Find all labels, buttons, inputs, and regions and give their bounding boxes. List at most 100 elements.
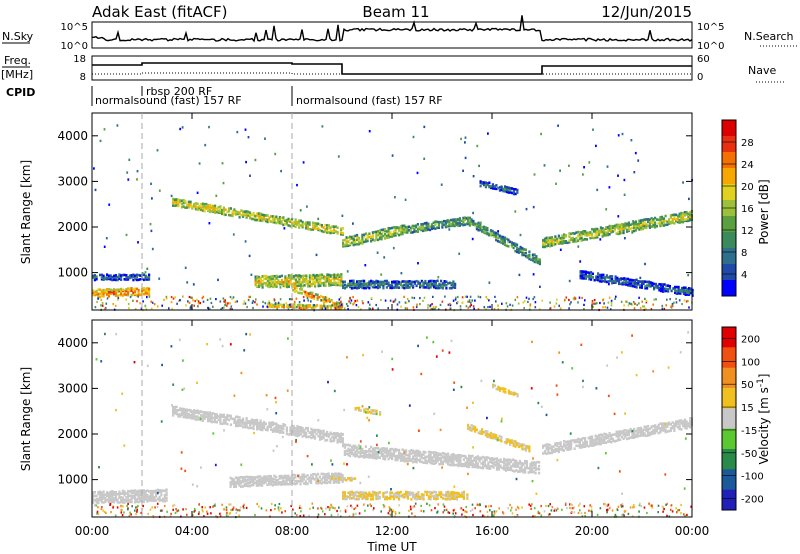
power-cell (408, 225, 411, 229)
power-noise-cell (557, 124, 559, 127)
power-noise-cell (403, 295, 405, 298)
power-cell (273, 221, 276, 224)
velocity-cell (479, 430, 482, 433)
velocity-noise-cell (204, 506, 207, 509)
velocity-cell (620, 431, 623, 435)
power-cell (207, 208, 210, 211)
velocity-noise-cell (198, 511, 200, 514)
power-cell (533, 256, 536, 260)
velocity-cell (443, 455, 446, 458)
velocity-cell (359, 455, 362, 458)
power-cell (139, 293, 142, 296)
power-cell (403, 283, 406, 287)
velocity-cell (440, 462, 443, 466)
power-noise-cell (559, 307, 562, 310)
power-noise-cell (209, 297, 212, 300)
velocity-noise-cell (142, 504, 144, 508)
velocity-cell (596, 438, 599, 441)
power-cell (450, 282, 453, 285)
velocity-cell (304, 482, 307, 486)
power-noise-cell (391, 154, 394, 157)
power-noise-cell (464, 156, 467, 160)
velocity-cell (113, 493, 116, 496)
velocity-cell (263, 426, 266, 430)
velocity-cell (282, 479, 285, 483)
power-noise-cell (432, 285, 435, 289)
velocity-cell (306, 477, 309, 481)
velocity-cell (329, 431, 332, 435)
power-cell (500, 185, 503, 189)
power-cell (596, 233, 599, 237)
velocity-noise-cell (515, 508, 517, 511)
power-noise-cell (208, 307, 211, 310)
velocity-cell (601, 438, 604, 441)
power-cell (287, 282, 290, 286)
power-cell (284, 282, 287, 286)
power-cell (401, 224, 404, 228)
power-noise-cell (291, 298, 293, 301)
power-cell (688, 293, 691, 296)
power-cell (570, 237, 573, 240)
velocity-cell (405, 449, 408, 452)
power-cell (557, 234, 560, 238)
power-cell (347, 284, 350, 287)
power-noise-cell (497, 230, 499, 233)
power-cell (121, 294, 124, 297)
power-cell (93, 276, 96, 280)
velocity-cell (433, 490, 436, 494)
velocity-cell (186, 408, 189, 412)
velocity-cell (327, 474, 330, 478)
velocity-cell (429, 453, 432, 456)
power-cell (450, 283, 453, 287)
power-cell (597, 275, 600, 278)
power-cell (495, 187, 498, 191)
power-cell (272, 275, 275, 278)
power-cell (686, 288, 689, 291)
velocity-cell (545, 445, 548, 449)
velocity-cell (347, 447, 350, 451)
velocity-cell (647, 434, 650, 437)
velocity-cell (130, 498, 133, 501)
velocity-cell (264, 479, 267, 483)
power-noise-cell (569, 303, 571, 306)
power-cell (270, 303, 273, 306)
power-cell (286, 278, 289, 282)
velocity-cell (462, 490, 465, 494)
power-cell (322, 275, 325, 278)
power-cell (321, 276, 324, 280)
power-noise-cell (337, 305, 340, 308)
power-cell (451, 221, 454, 224)
power-cell (289, 280, 292, 284)
power-cell (434, 223, 437, 226)
velocity-cell (508, 468, 511, 471)
power-noise-cell (421, 281, 424, 284)
velocity-cell (240, 421, 243, 424)
velocity-cell (387, 454, 390, 457)
power-cell (354, 284, 357, 287)
velocity-cell (364, 454, 367, 457)
velocity-cell (543, 451, 546, 455)
velocity-cell (647, 428, 650, 431)
velocity-cell (515, 461, 518, 465)
velocity-cell (182, 407, 185, 411)
power-cell (314, 305, 317, 309)
velocity-cell (394, 458, 397, 462)
power-cell (294, 280, 297, 284)
velocity-cell (333, 436, 336, 439)
velocity-cell (655, 425, 658, 429)
velocity-cell (671, 425, 674, 428)
power-noise-cell (593, 299, 596, 302)
velocity-cell (289, 433, 292, 436)
power-cell (633, 282, 636, 286)
velocity-cell (341, 480, 344, 483)
power-noise-cell (406, 307, 409, 310)
power-noise-cell (549, 301, 551, 304)
power-cell (275, 221, 278, 225)
power-cell (286, 305, 289, 309)
power-cell (467, 220, 470, 224)
velocity-cell (631, 435, 634, 438)
velocity-cell (214, 416, 217, 420)
velocity-cell (497, 464, 500, 467)
power-cell (457, 222, 460, 225)
power-cell (419, 285, 422, 289)
